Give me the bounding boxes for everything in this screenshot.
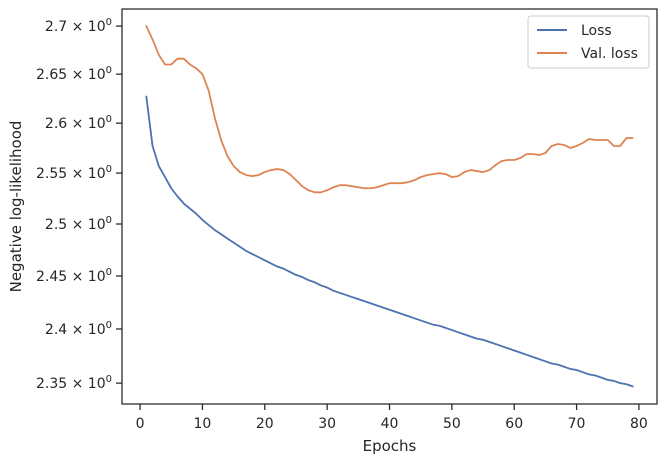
x-axis-label: Epochs — [363, 437, 417, 455]
y-tick-label: 2.5 × 100 — [45, 215, 112, 233]
x-tick-label: 50 — [443, 416, 461, 432]
y-tick-label: 2.45 × 100 — [36, 267, 112, 285]
y-tick-label: 2.55 × 100 — [36, 164, 112, 182]
x-tick-label: 10 — [194, 416, 212, 432]
x-tick-label: 30 — [318, 416, 336, 432]
y-tick-label: 2.65 × 100 — [36, 65, 112, 83]
y-axis-label: Negative log-likelihood — [7, 121, 25, 293]
x-tick-label: 20 — [256, 416, 274, 432]
y-tick-label: 2.4 × 100 — [45, 320, 112, 338]
x-tick-label: 0 — [136, 416, 145, 432]
x-tick-label: 60 — [505, 416, 523, 432]
legend-label-val-loss: Val. loss — [581, 46, 638, 62]
y-tick-label: 2.35 × 100 — [36, 374, 112, 392]
plot-frame — [121, 8, 658, 405]
y-axis-ticks: 2.35 × 100 2.4 × 100 2.45 × 100 2.5 × 100 2.… — [36, 17, 122, 392]
legend: Loss Val. loss — [527, 15, 650, 69]
series-line-val-loss — [145, 25, 634, 194]
y-tick-label: 2.6 × 100 — [45, 114, 112, 132]
x-tick-label: 40 — [381, 416, 399, 432]
y-tick-label: 2.7 × 100 — [45, 17, 112, 35]
series-line-loss — [145, 95, 634, 388]
legend-label-loss: Loss — [581, 23, 612, 39]
series-lines — [145, 25, 634, 388]
x-tick-label: 80 — [630, 416, 648, 432]
x-tick-label: 70 — [568, 416, 586, 432]
x-axis-ticks: 0 10 20 30 40 50 60 70 80 — [136, 404, 648, 432]
